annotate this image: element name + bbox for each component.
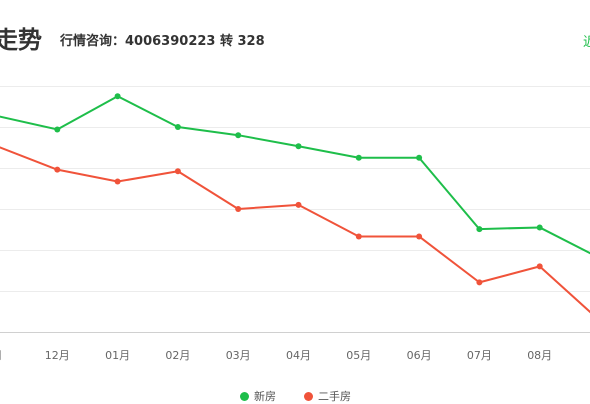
new-house-point: [355, 154, 362, 161]
new-house-point: [416, 154, 423, 161]
legend-dot-new-house: [240, 391, 249, 401]
x-tick-label: 04月: [286, 349, 311, 362]
x-tick-label: 07月: [467, 349, 492, 362]
legend-dot-second-hand: [304, 391, 313, 401]
legend-item-second-hand[interactable]: 二手房: [304, 388, 351, 404]
new-house-point: [174, 124, 181, 130]
x-tick-label: 12月: [45, 349, 70, 362]
x-tick-label: 06月: [407, 349, 432, 362]
x-tick-label: 03月: [226, 349, 251, 362]
hotline-text: 行情咨询：4006390223 转 328: [60, 34, 265, 49]
second-hand-line: [0, 146, 590, 314]
legend-label-new-house: 新房: [254, 390, 276, 403]
new-house-line: [0, 95, 590, 255]
second-hand-point: [114, 178, 121, 185]
new-house-point: [54, 126, 61, 133]
legend-label-second-hand: 二手房: [318, 390, 351, 403]
x-axis: 月12月01月02月03月04月05月06月07月08月0: [0, 349, 552, 362]
second-hand-point: [295, 201, 302, 208]
new-house-point: [536, 224, 543, 231]
second-hand-point: [54, 166, 61, 173]
legend-item-new-house[interactable]: 新房: [240, 388, 276, 404]
new-house-point: [235, 132, 242, 139]
grid-lines: [0, 86, 590, 333]
second-hand-point: [174, 168, 181, 175]
second-hand-point: [416, 233, 423, 240]
series-lines: [0, 93, 590, 314]
second-hand-point: [536, 263, 543, 270]
price-trend-chart: 月12月01月02月03月04月05月06月07月08月0: [0, 86, 590, 362]
x-tick-label: 08月: [527, 349, 552, 362]
x-tick-label: 01月: [105, 349, 130, 362]
new-house-point: [295, 143, 302, 150]
x-tick-label: 月: [0, 349, 3, 362]
x-tick-label: 02月: [165, 349, 190, 362]
new-house-point: [114, 93, 121, 100]
second-hand-point: [476, 279, 483, 286]
new-house-point: [476, 226, 483, 233]
second-hand-point: [235, 206, 242, 212]
time-range-link[interactable]: 近: [583, 35, 590, 50]
page-title: 走势: [0, 26, 42, 54]
second-hand-point: [355, 233, 362, 240]
x-tick-label: 05月: [346, 349, 371, 362]
